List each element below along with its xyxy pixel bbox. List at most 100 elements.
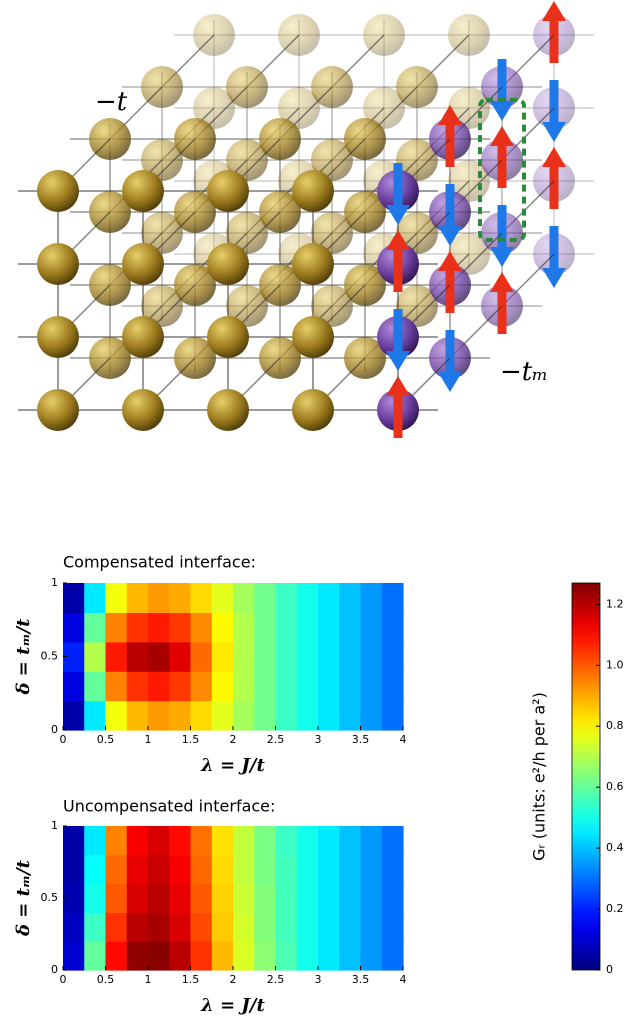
spin-head	[386, 376, 410, 396]
heatmap-cell	[360, 826, 383, 856]
heatmap-cell	[84, 671, 107, 702]
x-tick-label: 1	[145, 733, 152, 746]
x-tick-label: 4	[400, 973, 407, 986]
heatmap-cell	[275, 671, 298, 702]
heatmap-cell	[105, 912, 128, 942]
heatmap-cell	[190, 583, 213, 613]
heatmap-cell	[148, 583, 170, 613]
heatmap-cell	[84, 641, 107, 672]
spin-head	[490, 247, 514, 267]
heatmap-cell	[339, 854, 362, 885]
heatmap-cell	[126, 826, 149, 856]
heatmap-cell	[360, 700, 383, 731]
heatmap-cell	[381, 883, 404, 913]
heatmap-cell	[169, 826, 192, 856]
heatmap-cell	[339, 826, 362, 856]
atom	[292, 170, 334, 212]
heatmap-cell	[105, 671, 128, 702]
heatmap-cell	[63, 583, 85, 613]
heatmap-cell	[190, 826, 213, 856]
heatmap-cell	[63, 941, 85, 971]
x-tick-label: 1.5	[182, 973, 200, 986]
x-tick-label: 3.5	[352, 733, 370, 746]
heatmap-cell	[148, 612, 170, 643]
x-tick-label: 2.5	[267, 973, 285, 986]
spin-head	[386, 205, 410, 225]
atom	[122, 243, 164, 285]
heatmap-cell	[254, 671, 277, 702]
heatmap-cell	[211, 826, 234, 856]
spin-head	[438, 105, 462, 125]
heatmap-cell	[233, 883, 255, 913]
x-tick-label: 3.5	[352, 973, 370, 986]
spin-head	[542, 1, 566, 21]
heatmap-cell	[275, 854, 298, 885]
heatmap-cell	[296, 641, 319, 672]
heatmap-cell	[233, 700, 255, 731]
heatmap-cell	[63, 883, 85, 913]
colorbar	[571, 582, 601, 971]
heatmap-cell	[318, 941, 340, 971]
x-axis-label: λ = J/t	[200, 755, 265, 776]
atom	[37, 243, 79, 285]
heatmap-cell	[84, 912, 107, 942]
heatmap-cell	[275, 612, 298, 643]
heatmap-cell	[360, 883, 383, 913]
heatmap-cell	[254, 583, 277, 613]
heatmap-cell	[318, 612, 340, 643]
heatmap-cell	[318, 883, 340, 913]
heatmap-cell	[84, 826, 107, 856]
heatmap-cell	[63, 612, 85, 643]
heatmap-cell	[148, 826, 170, 856]
heatmap-cell	[148, 883, 170, 913]
colorbar-tick-label: 0.6	[606, 780, 624, 793]
heatmap-cell	[233, 641, 255, 672]
atom	[122, 316, 164, 358]
y-tick-label: 1	[51, 576, 58, 589]
heatmap-cell	[169, 612, 192, 643]
heatmap-cell	[360, 671, 383, 702]
heatmap-cell	[360, 612, 383, 643]
heatmap-cell	[360, 854, 383, 885]
heatmap-cell	[296, 826, 319, 856]
heatmap-cell	[169, 641, 192, 672]
heatmap-cell	[126, 583, 149, 613]
heatmap-cell	[296, 912, 319, 942]
heatmap-cell	[126, 854, 149, 885]
heatmap-cell	[126, 612, 149, 643]
heatmap-cell	[105, 583, 128, 613]
atom	[122, 170, 164, 212]
y-tick-label: 1	[51, 819, 58, 832]
heatmap-cell	[190, 612, 213, 643]
atom	[37, 316, 79, 358]
hopping-label: −t	[95, 87, 128, 117]
heatmap-cell	[275, 941, 298, 971]
heatmap-cell	[211, 583, 234, 613]
chart-title: Compensated interface:	[63, 553, 256, 572]
heatmap-cell	[84, 612, 107, 643]
unit-cell-box	[478, 98, 526, 242]
x-tick-label: 2	[230, 733, 237, 746]
spin-head	[490, 126, 514, 146]
atom	[122, 389, 164, 431]
heatmap-cell	[275, 826, 298, 856]
spin-head	[490, 101, 514, 121]
heatmap-cell	[318, 854, 340, 885]
heatmap-cell	[318, 912, 340, 942]
heatmap-cell	[254, 854, 277, 885]
heatmap-cell	[148, 641, 170, 672]
heatmap-cell	[211, 912, 234, 942]
heatmap-cell	[254, 826, 277, 856]
atom	[207, 316, 249, 358]
spin-head	[542, 147, 566, 167]
heatmap-cell	[211, 700, 234, 731]
heatmap-cell	[339, 641, 362, 672]
heatmap-cell	[105, 826, 128, 856]
heatmap-cell	[296, 854, 319, 885]
lattice-illustration	[18, 1, 594, 438]
heatmap-cell	[233, 671, 255, 702]
heatmap-cell	[254, 700, 277, 731]
heatmap-cell	[148, 912, 170, 942]
heatmap-cell	[105, 641, 128, 672]
